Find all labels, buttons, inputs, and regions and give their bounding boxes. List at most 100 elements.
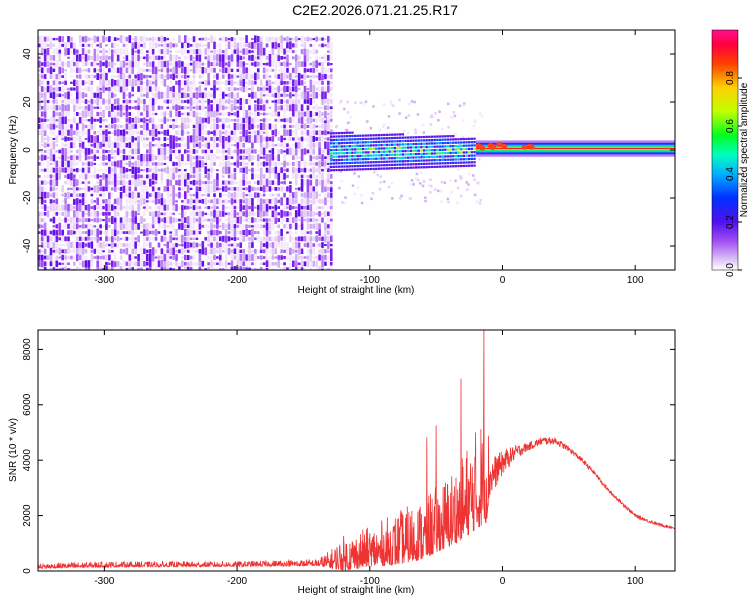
spectrogram-cell (181, 129, 184, 136)
spectrogram-cell (309, 62, 313, 66)
spectrogram-cell (351, 148, 354, 151)
spectrogram-cell (46, 174, 50, 179)
spectrogram-cell (78, 168, 82, 172)
spectrogram-cell (306, 198, 310, 205)
spectrogram-cell (146, 119, 149, 122)
spectrogram-cell (321, 117, 324, 124)
spectrogram-cell (213, 247, 216, 255)
spectrogram-cell (315, 125, 318, 128)
spectrogram-cell (420, 162, 423, 166)
spectrogram-cell (201, 160, 205, 168)
spectrogram-cell (216, 173, 219, 180)
spectrogram-cell (40, 218, 44, 223)
spectrogram-cell (183, 49, 187, 54)
spectrogram-cell (262, 180, 266, 186)
spectrogram-cell (52, 87, 56, 91)
spectrogram-cell (289, 117, 292, 124)
spectrogram-cell (192, 110, 196, 118)
spectrogram-cell (343, 151, 346, 155)
spectrogram-cell (125, 78, 129, 87)
spectrogram-cell (332, 135, 336, 138)
spectrogram-cell (297, 122, 301, 131)
spectrogram-cell (401, 153, 405, 156)
spectrogram-cell (166, 204, 170, 211)
spectrogram-cell (300, 80, 304, 86)
spectrogram-cell (146, 243, 149, 247)
spectrogram-cell (154, 55, 158, 60)
spectrogram-cell (169, 234, 172, 243)
spectrogram-cell (324, 44, 327, 47)
spectrogram-cell (433, 155, 436, 158)
spectrogram-cell (87, 204, 91, 212)
spectrogram-cell (125, 181, 129, 185)
spectrogram-cell (271, 85, 275, 93)
spectrogram-cell (327, 173, 330, 180)
spectrogram-cell (131, 42, 135, 49)
spectrogram-cell (102, 211, 105, 216)
spectrogram-cell (224, 180, 228, 186)
spectrogram-cell (116, 160, 120, 168)
spectrogram-cell (73, 142, 76, 148)
spectrogram-cell (131, 99, 135, 104)
spectrogram-cell (364, 147, 367, 151)
spectrogram-cell (128, 129, 132, 137)
spectrogram-cell (233, 173, 237, 180)
spectrogram-cell (122, 49, 126, 55)
spectrogram-cell (55, 112, 59, 116)
spectrogram-cell (436, 162, 439, 165)
spectrogram-cell (146, 181, 149, 184)
spectrogram-cell (245, 198, 248, 205)
spectrogram-cell (216, 98, 219, 105)
spectrogram-cell (163, 143, 167, 148)
spectrogram-cell (292, 43, 295, 48)
spectrogram-cell (151, 261, 155, 267)
spectrogram-cell (309, 85, 313, 93)
spectrogram-cell (151, 180, 155, 185)
spectrogram-cell (385, 137, 389, 140)
spectrogram-cell (309, 223, 313, 229)
spectrogram-cell (356, 154, 359, 158)
spectrogram-cell (49, 62, 53, 66)
spectrogram-cell (102, 179, 105, 187)
spectrogram-cell (58, 256, 62, 259)
spectrogram-cell (297, 266, 301, 270)
spectrogram-cell (192, 128, 196, 137)
spectrogram-cell (342, 201, 346, 205)
spectrogram-cell (219, 118, 222, 122)
spectrogram-cell (315, 55, 318, 60)
spectrogram-cell (268, 259, 272, 268)
spectrogram-cell (453, 114, 457, 118)
spectrogram-cell (242, 191, 245, 199)
spectrogram-cell (434, 188, 437, 191)
spectrogram-cell (415, 172, 419, 176)
spectrogram-cell (420, 166, 423, 169)
spectrogram-cell (245, 48, 248, 55)
spectrogram-cell (67, 173, 70, 180)
spectrogram-cell (134, 192, 137, 199)
spectrogram-cell (119, 243, 123, 248)
spectrogram-cell (178, 174, 181, 179)
spectrogram-cell (195, 66, 199, 74)
spectrogram-cell (81, 205, 85, 210)
spectrogram-cell (259, 224, 263, 229)
spectrogram-cell (90, 86, 94, 92)
spectrogram-cell (128, 222, 132, 231)
spectrogram-cell (265, 247, 269, 255)
spectrogram-cell (154, 248, 158, 254)
spectrogram-cell (90, 237, 94, 241)
spectrogram-cell (64, 236, 67, 242)
spectrogram-cell (446, 155, 450, 158)
spectrogram-cell (70, 222, 73, 231)
spectrogram-cell (163, 129, 167, 136)
spectrogram-cell (157, 187, 161, 191)
spectrogram-cell (327, 192, 330, 198)
spectrogram-cell (119, 204, 123, 211)
spectrogram-cell (221, 153, 225, 162)
spectrogram-cell (70, 167, 73, 173)
spectrogram-cell (195, 167, 199, 173)
spectrogram-cell (406, 139, 410, 142)
spectrogram-cell (349, 115, 352, 119)
spectrogram-cell (259, 91, 263, 100)
spectrogram-cell (337, 155, 341, 158)
spectrogram-cell (116, 197, 120, 205)
